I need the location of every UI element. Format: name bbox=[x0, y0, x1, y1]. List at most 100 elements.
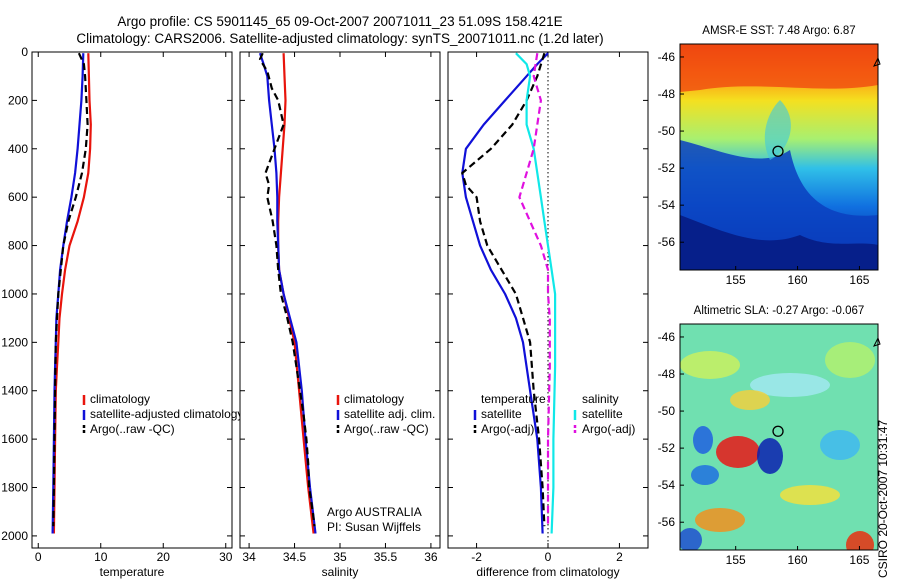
map-field bbox=[680, 44, 878, 270]
mid-water-region bbox=[764, 100, 791, 160]
x-tick-label: 10 bbox=[94, 550, 108, 564]
sla-anomaly bbox=[820, 430, 860, 460]
legend-label: satellite-adjusted climatology bbox=[90, 407, 243, 421]
sla-anomaly bbox=[757, 438, 783, 474]
y-tick-label: 1400 bbox=[1, 384, 28, 398]
legend-title: salinity bbox=[582, 392, 619, 406]
x-tick-label: 0 bbox=[545, 550, 552, 564]
y-tick-label: 800 bbox=[8, 239, 28, 253]
x-tick-label: 155 bbox=[726, 553, 746, 567]
y-tick-label: 400 bbox=[8, 142, 28, 156]
map-frame bbox=[679, 323, 879, 551]
x-tick-label: 155 bbox=[726, 273, 746, 287]
series-line bbox=[461, 52, 549, 534]
sla-anomaly bbox=[825, 342, 875, 378]
x-tick-label: 165 bbox=[849, 553, 869, 567]
warm-water-region bbox=[680, 44, 878, 92]
sla-anomaly bbox=[691, 465, 719, 485]
legend-label: Argo(-adj) bbox=[481, 422, 534, 436]
annotation-text: Argo AUSTRALIA bbox=[327, 505, 422, 519]
y-tick-label: -52 bbox=[658, 161, 676, 175]
series-line bbox=[518, 53, 551, 527]
y-tick-label: -52 bbox=[658, 441, 676, 455]
y-tick-label: 0 bbox=[21, 45, 28, 59]
y-tick-label: 1000 bbox=[1, 287, 28, 301]
cold-water-region bbox=[680, 215, 878, 270]
x-tick-label: 35.5 bbox=[374, 550, 398, 564]
legend-label: satellite bbox=[481, 407, 522, 421]
y-tick-label: -48 bbox=[658, 367, 676, 381]
sla-anomaly bbox=[680, 351, 740, 379]
series-line bbox=[258, 52, 317, 534]
y-tick-label: -46 bbox=[658, 330, 676, 344]
x-axis-label: difference from climatology bbox=[476, 565, 619, 579]
side-credit: CSIRO 20-Oct-2007 10:31:47 bbox=[876, 420, 890, 578]
sla-anomaly bbox=[750, 373, 830, 397]
x-tick-label: 0 bbox=[35, 550, 42, 564]
argo-float-marker bbox=[772, 425, 784, 437]
x-tick-label: 160 bbox=[788, 553, 808, 567]
legend-label: satellite adj. clim. bbox=[344, 407, 435, 421]
sla-anomaly bbox=[716, 436, 760, 468]
y-tick-label: 1800 bbox=[1, 481, 28, 495]
axes-frame bbox=[239, 51, 441, 549]
map-title: AMSR-E SST: 7.48 Argo: 6.87 bbox=[702, 25, 855, 37]
x-tick-label: 34 bbox=[242, 550, 256, 564]
sla-anomaly bbox=[680, 528, 702, 550]
y-tick-label: 200 bbox=[8, 93, 28, 107]
legend-label: Argo(-adj) bbox=[582, 422, 635, 436]
y-tick-label: -56 bbox=[658, 515, 676, 529]
y-tick-label: 2000 bbox=[1, 529, 28, 543]
coastline-fragment bbox=[873, 56, 881, 67]
sst-map-panel: AMSR-E SST: 7.48 Argo: 6.87 -46 -48 -50 -52 -… bbox=[658, 25, 881, 287]
x-tick-label: 2 bbox=[616, 550, 623, 564]
y-tick-label: 1200 bbox=[1, 335, 28, 349]
y-tick-label: -50 bbox=[658, 404, 676, 418]
sla-anomaly bbox=[730, 390, 770, 410]
series-line bbox=[51, 53, 85, 534]
x-axis-label: salinity bbox=[322, 565, 359, 579]
map-frame bbox=[679, 43, 879, 271]
sla-anomaly bbox=[780, 485, 840, 505]
y-tick-label: 600 bbox=[8, 190, 28, 204]
legend-label: Argo(..raw -QC) bbox=[90, 422, 175, 436]
legend-label: climatology bbox=[90, 392, 150, 406]
y-tick-label: -48 bbox=[658, 87, 676, 101]
map-field bbox=[680, 324, 878, 550]
x-tick-label: 165 bbox=[849, 273, 869, 287]
x-tick-label: 160 bbox=[788, 273, 808, 287]
legend-label: climatology bbox=[344, 392, 404, 406]
y-tick-label: -50 bbox=[658, 124, 676, 138]
figure-title-line2: Climatology: CARS2006. Satellite-adjuste… bbox=[76, 31, 604, 46]
argo-float-marker bbox=[772, 145, 784, 157]
salinity-panel: 34 34.5 35 35.5 36 salinity climatologysatelli… bbox=[239, 51, 441, 579]
coastline-fragment bbox=[873, 336, 881, 347]
y-tick-label: -56 bbox=[658, 235, 676, 249]
y-tick-label: 1600 bbox=[1, 432, 28, 446]
x-tick-label: 34.5 bbox=[283, 550, 307, 564]
sla-anomaly bbox=[695, 508, 745, 532]
temperature-panel: 0 10 20 30 0 200 400 600 800 1000 1200 1400 1600 1800… bbox=[1, 45, 243, 579]
series-line bbox=[52, 53, 92, 534]
series-line bbox=[461, 52, 546, 527]
series-line bbox=[515, 52, 557, 534]
axes-frame bbox=[31, 51, 233, 549]
annotation-text: PI: Susan Wijffels bbox=[327, 520, 421, 534]
figure-title-line1: Argo profile: CS 5901145_65 09-Oct-2007 … bbox=[117, 14, 563, 29]
x-axis-label: temperature bbox=[100, 565, 165, 579]
x-tick-label: -2 bbox=[471, 550, 482, 564]
y-tick-label: -54 bbox=[658, 198, 676, 212]
sla-anomaly bbox=[693, 426, 713, 454]
x-tick-label: 36 bbox=[424, 550, 438, 564]
legend-label: Argo(..raw -QC) bbox=[344, 422, 429, 436]
x-tick-label: 20 bbox=[157, 550, 171, 564]
series-line bbox=[258, 52, 316, 527]
map-title: Altimetric SLA: -0.27 Argo: -0.067 bbox=[694, 305, 865, 317]
x-tick-label: 35 bbox=[333, 550, 347, 564]
sla-map-panel: Altimetric SLA: -0.27 Argo: -0.067 -46 -48… bbox=[658, 305, 881, 567]
legend-title: temperature bbox=[481, 392, 546, 406]
x-tick-label: 30 bbox=[219, 550, 233, 564]
sla-anomaly bbox=[846, 531, 874, 550]
